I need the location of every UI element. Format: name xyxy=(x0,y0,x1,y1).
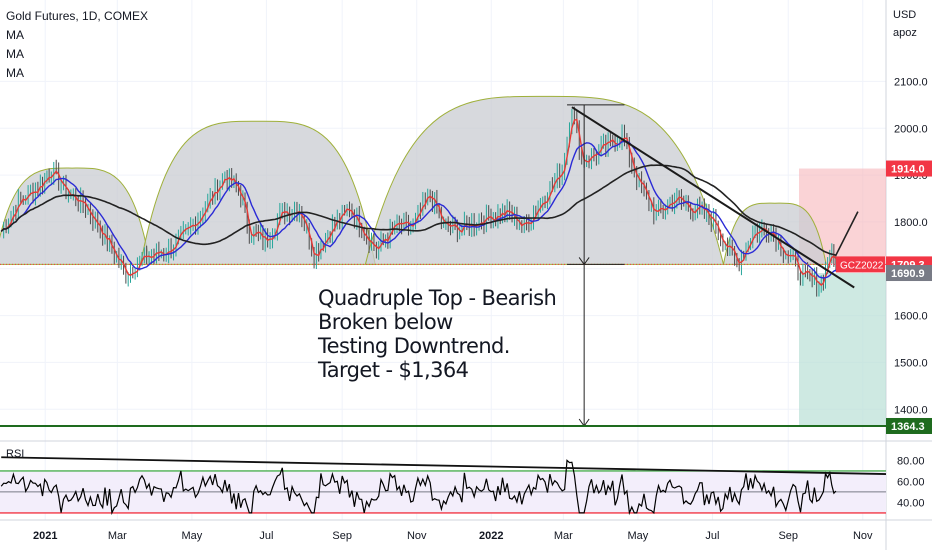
chart-title[interactable]: Gold Futures, 1D, COMEX xyxy=(6,9,149,23)
price-tick-label: 1800.0 xyxy=(894,217,928,229)
price-tick-label: 1500.0 xyxy=(894,357,928,369)
time-tick-label: 2022 xyxy=(479,530,503,542)
time-tick-label: Mar xyxy=(108,530,127,542)
ma-fast-line xyxy=(0,118,837,287)
ma-indicator-3[interactable]: MA xyxy=(6,66,24,80)
annotation-line-4: Target - $1,364 xyxy=(318,358,469,382)
symbol-tag-text: GCZ2022 xyxy=(840,260,884,271)
price-tick-label: 2000.0 xyxy=(894,123,928,135)
symbol-tag-bg xyxy=(836,256,885,273)
tag-support-text: 1690.9 xyxy=(891,268,925,280)
ma-indicator-1[interactable]: MA xyxy=(6,28,24,42)
unit-label: apoz xyxy=(893,27,917,39)
annotation-line-3: Testing Downtrend. xyxy=(318,334,510,358)
arrow-head-neck xyxy=(578,257,590,266)
time-tick-label: Sep xyxy=(778,530,798,542)
price-tick-label: 2100.0 xyxy=(894,76,928,88)
time-tick-label: Nov xyxy=(853,530,873,542)
rsi-line xyxy=(0,459,837,516)
price-tick-label: 1400.0 xyxy=(894,404,928,416)
tag-target-text: 1364.3 xyxy=(891,421,925,433)
rsi-tick-label: 60.00 xyxy=(897,476,925,488)
time-tick-label: Mar xyxy=(554,530,573,542)
time-tick-label: Sep xyxy=(332,530,352,542)
time-tick-label: Jul xyxy=(705,530,719,542)
time-tick-label: 2021 xyxy=(33,530,57,542)
annotation-line-1: Quadruple Top - Bearish xyxy=(318,286,557,310)
ma-indicator-2[interactable]: MA xyxy=(6,47,24,61)
time-tick-label: Nov xyxy=(407,530,427,542)
tag-target-bg xyxy=(886,417,932,434)
ma-medium-line xyxy=(0,140,837,279)
ma-slow-line xyxy=(0,164,859,257)
target-zone xyxy=(799,273,886,426)
tag-stop-bg xyxy=(886,160,932,177)
top-dome-2 xyxy=(139,120,376,265)
time-tick-label: May xyxy=(181,530,202,542)
time-tick-label: May xyxy=(628,530,649,542)
time-tick-label: Jul xyxy=(259,530,273,542)
rsi-tick-label: 80.00 xyxy=(897,455,925,467)
tag-support-bg xyxy=(886,265,932,282)
tag-stop-text: 1914.0 xyxy=(891,164,925,176)
currency-label[interactable]: USD xyxy=(893,9,917,21)
downtrend-line xyxy=(571,106,855,289)
price-tick-label: 1600.0 xyxy=(894,311,928,323)
rsi-tick-label: 40.00 xyxy=(897,497,925,509)
rsi-pane-title[interactable]: RSI xyxy=(6,448,25,460)
annotation-line-2: Broken below xyxy=(318,310,453,334)
rsi-trendline xyxy=(1,456,887,475)
